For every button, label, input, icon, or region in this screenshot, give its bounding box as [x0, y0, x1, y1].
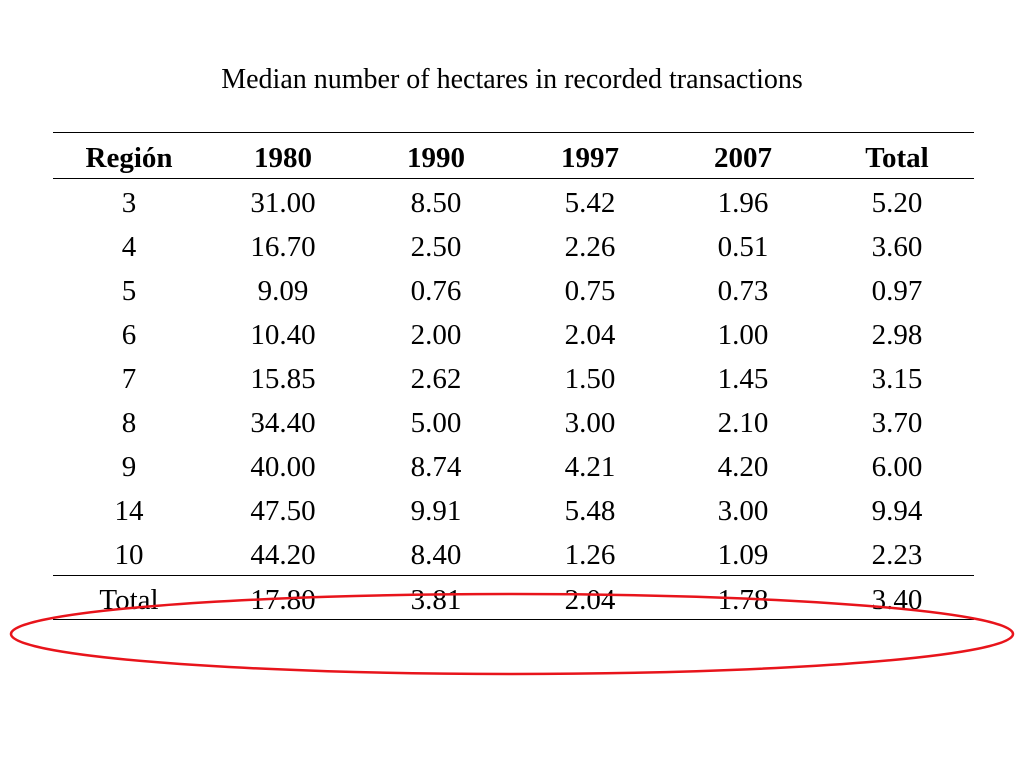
- table-cell: 2.50: [410, 231, 462, 263]
- total-row-label: Total: [99, 584, 159, 616]
- table-cell: 0.75: [564, 275, 616, 307]
- table-cell: 14: [114, 495, 144, 527]
- table-cell: 3.60: [871, 231, 923, 263]
- table-cell: 3.15: [871, 363, 923, 395]
- table-cell: 16.70: [250, 231, 316, 263]
- total-rule: [53, 575, 974, 576]
- table-cell: 0.51: [717, 231, 769, 263]
- table-cell: 2.10: [717, 407, 769, 439]
- table-cell: 1.26: [564, 539, 616, 571]
- table-cell: 7: [121, 363, 137, 395]
- table-cell: 34.40: [250, 407, 316, 439]
- table-bottom-rule: [53, 619, 974, 620]
- table-cell: 9.94: [871, 495, 923, 527]
- table-cell: 8.74: [410, 451, 462, 483]
- total-row-cell: 17.80: [250, 584, 316, 616]
- table-cell: 8.50: [410, 187, 462, 219]
- total-row-cell: 3.81: [410, 584, 462, 616]
- table-cell: 10.40: [250, 319, 316, 351]
- table-cell: 2.98: [871, 319, 923, 351]
- table-cell: 4: [121, 231, 137, 263]
- slide-title: Median number of hectares in recorded tr…: [221, 64, 803, 95]
- table-cell: 0.73: [717, 275, 769, 307]
- table-cell: 2.00: [410, 319, 462, 351]
- table-cell: 3: [121, 187, 137, 219]
- header-cell-1990: 1990: [407, 142, 465, 174]
- table-cell: 3.00: [564, 407, 616, 439]
- table-cell: 5.42: [564, 187, 616, 219]
- table-cell: 0.76: [410, 275, 462, 307]
- table-cell: 2.23: [871, 539, 923, 571]
- table-cell: 47.50: [250, 495, 316, 527]
- table-cell: 5.48: [564, 495, 616, 527]
- table-cell: 1.45: [717, 363, 769, 395]
- table-cell: 5.00: [410, 407, 462, 439]
- header-cell-2007: 2007: [714, 142, 772, 174]
- table-cell: 2.62: [410, 363, 462, 395]
- table-cell: 5: [121, 275, 137, 307]
- table-cell: 1.00: [717, 319, 769, 351]
- header-cell-1980: 1980: [254, 142, 312, 174]
- table-cell: 44.20: [250, 539, 316, 571]
- table-cell: 1.09: [717, 539, 769, 571]
- header-cell-1997: 1997: [561, 142, 619, 174]
- table-cell: 9: [121, 451, 137, 483]
- table-cell: 5.20: [871, 187, 923, 219]
- header-rule: [53, 178, 974, 179]
- table-cell: 4.21: [564, 451, 616, 483]
- table-cell: 10: [114, 539, 144, 571]
- table-cell: 15.85: [250, 363, 316, 395]
- table-cell: 8: [121, 407, 137, 439]
- table-cell: 2.04: [564, 319, 616, 351]
- table-cell: 31.00: [250, 187, 316, 219]
- total-row-cell: 1.78: [717, 584, 769, 616]
- header-cell-total: Total: [865, 142, 929, 174]
- table-cell: 1.50: [564, 363, 616, 395]
- table-cell: 0.97: [871, 275, 923, 307]
- table-cell: 4.20: [717, 451, 769, 483]
- table-cell: 2.26: [564, 231, 616, 263]
- table-top-rule: [53, 132, 974, 133]
- table-cell: 6.00: [871, 451, 923, 483]
- table-cell: 40.00: [250, 451, 316, 483]
- table-cell: 6: [121, 319, 137, 351]
- table-cell: 9.09: [257, 275, 309, 307]
- table-cell: 8.40: [410, 539, 462, 571]
- header-cell-region: Región: [85, 142, 173, 174]
- table-cell: 1.96: [717, 187, 769, 219]
- table-cell: 3.70: [871, 407, 923, 439]
- table-cell: 9.91: [410, 495, 462, 527]
- total-row-cell: 3.40: [871, 584, 923, 616]
- total-row-cell: 2.04: [564, 584, 616, 616]
- table-cell: 3.00: [717, 495, 769, 527]
